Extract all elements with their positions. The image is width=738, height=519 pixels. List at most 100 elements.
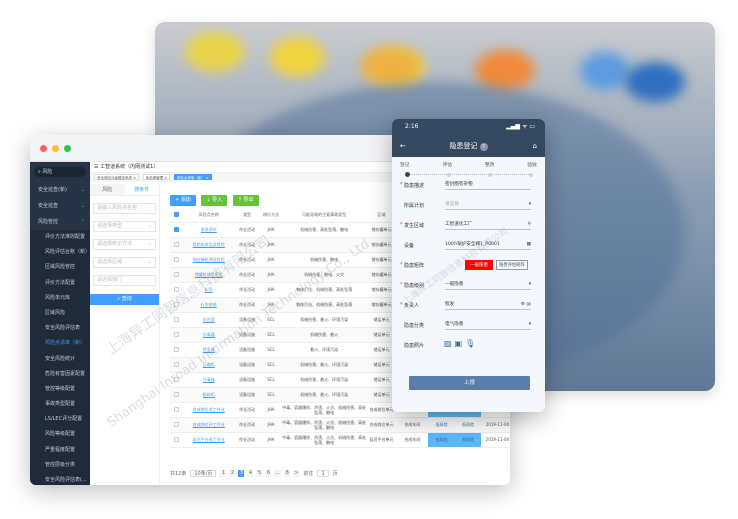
risk-point-link[interactable]: 延迟平台巡工作业	[183, 432, 234, 448]
field-action-icon[interactable]: ▾	[528, 322, 531, 327]
field-input[interactable]: 程发 ⚙ @	[445, 300, 531, 310]
risk-point-link[interactable]: 除尘器	[183, 342, 234, 358]
close-window-button[interactable]	[40, 145, 47, 152]
row-checkbox[interactable]	[170, 327, 184, 343]
field-input[interactable]: 工智道化工厂 ⚲	[445, 220, 531, 230]
field-action-icon[interactable]: ⚲	[527, 222, 531, 227]
field-input[interactable]: 请选择 ▾	[445, 200, 531, 210]
add-button[interactable]: + 添加	[170, 195, 196, 206]
export-button[interactable]: ⇡ 导出	[232, 195, 259, 206]
home-icon[interactable]: ⌂	[532, 142, 537, 150]
submit-button[interactable]: 上报	[409, 376, 530, 390]
sidebar-item[interactable]: 风险点清单（新）	[30, 336, 90, 352]
sidebar-item[interactable]: 事故类型配置	[30, 397, 90, 413]
sidebar-group-inspection[interactable]: 安全巡查 ⌄	[30, 198, 90, 214]
page-button[interactable]: 1	[220, 470, 227, 477]
tag-risk-system[interactable]: 安全风险分级管控系统 ×	[94, 174, 140, 180]
row-checkbox[interactable]	[170, 222, 184, 238]
minimize-window-button[interactable]	[52, 145, 59, 152]
risk-point-link[interactable]: 冷凝器	[183, 372, 234, 388]
field-input[interactable]: 电气隐患 ▾	[445, 320, 531, 330]
matrix-button[interactable]: 隐患评估矩阵	[496, 260, 528, 270]
row-checkbox[interactable]	[170, 432, 184, 448]
risk-point-link[interactable]: 危险化学品及危险	[183, 237, 234, 253]
page-button[interactable]: 8	[284, 470, 291, 477]
field-input[interactable]: 10t/h锅炉安全阀1_P0001 ▦	[445, 240, 531, 250]
sidebar-search-input[interactable]: ⌕ 风险	[34, 167, 86, 177]
page-button[interactable]: 3	[238, 470, 245, 477]
row-checkbox[interactable]	[170, 312, 184, 328]
sidebar-group-inspection-new[interactable]: 安全巡查(新) ⌄	[30, 182, 90, 198]
filter-tab-conditions[interactable]: 搜条件	[124, 184, 159, 195]
field-action-icon[interactable]: ▦	[526, 242, 531, 247]
sidebar-item[interactable]: 管控等级配置	[30, 381, 90, 398]
row-checkbox[interactable]	[170, 372, 184, 388]
risk-point-link[interactable]: 钢丝绳检测及危险	[183, 252, 234, 268]
department-select[interactable]: 请选择部门	[93, 275, 156, 286]
risk-point-link[interactable]: 行车检修	[183, 297, 234, 313]
row-checkbox[interactable]	[170, 417, 184, 433]
sidebar-item[interactable]: 评价方法配置	[30, 275, 90, 291]
microphone-icon[interactable]: 🎙	[465, 339, 479, 348]
sidebar-item[interactable]: 安全风险统计	[30, 351, 90, 367]
tag-hazard-source[interactable]: 危险源管理 ×	[142, 174, 171, 180]
risk-name-input[interactable]: 请输入风险点名称	[93, 203, 156, 214]
page-size-select[interactable]: 10条/页	[190, 470, 217, 477]
field-input[interactable]: 密封圈有杂物	[445, 180, 531, 190]
query-button[interactable]: ⌕ 查询	[90, 294, 159, 305]
sidebar-group-risk-control[interactable]: 风险管控 ⌃	[30, 214, 90, 230]
sidebar-item[interactable]: 危险有害因素配置	[30, 366, 90, 382]
row-checkbox[interactable]	[170, 282, 184, 298]
row-checkbox[interactable]	[170, 252, 184, 268]
filter-tab-risk[interactable]: 风险	[90, 184, 125, 195]
sidebar-item[interactable]: 区域风险管控	[30, 260, 90, 276]
type-select[interactable]: 请选择类型 ⌄	[93, 221, 156, 232]
risk-point-link[interactable]: 分离器	[183, 327, 234, 343]
risk-point-link[interactable]: 储罐检修及危险	[183, 267, 234, 283]
risk-point-link[interactable]: 起吊	[183, 282, 234, 298]
row-checkbox[interactable]	[170, 297, 184, 313]
field-action-icon[interactable]: ⚙ @	[520, 302, 531, 307]
back-arrow-icon[interactable]: ←	[400, 142, 406, 150]
risk-point-link[interactable]: 压缩机	[183, 357, 234, 373]
field-input[interactable]: 一般隐患 ▾	[445, 280, 531, 290]
sidebar-item[interactable]: 风险等级配置	[30, 427, 90, 443]
select-all-checkbox[interactable]	[170, 208, 184, 223]
sidebar-item[interactable]: 评价方法准则配置	[30, 230, 90, 246]
page-button[interactable]: 5	[256, 470, 263, 477]
risk-point-link[interactable]: 合成岗位开工作业	[183, 417, 234, 433]
import-button[interactable]: ⇣ 导入	[201, 195, 228, 206]
risk-point-link[interactable]: 合成岗位巡工作业	[183, 402, 234, 418]
sidebar-item[interactable]: 风险评估台账（新）	[30, 245, 90, 261]
sidebar-item[interactable]: 管控层级分类	[30, 457, 90, 473]
row-checkbox[interactable]	[170, 402, 184, 418]
row-checkbox[interactable]	[170, 237, 184, 253]
video-upload-icon[interactable]: ▣	[454, 339, 466, 348]
maximize-window-button[interactable]	[64, 145, 71, 152]
page-button[interactable]: ...	[274, 470, 282, 477]
field-action-icon[interactable]: ▾	[528, 282, 531, 287]
sidebar-item[interactable]: 安全风险评估表(...	[30, 473, 90, 485]
row-checkbox[interactable]	[170, 342, 184, 358]
page-button[interactable]: 4	[247, 470, 254, 477]
page-button[interactable]: >	[293, 470, 300, 477]
image-upload-icon[interactable]: ▨	[444, 339, 455, 348]
row-checkbox[interactable]	[170, 267, 184, 283]
sidebar-item[interactable]: LS/LEC评分配置	[30, 412, 90, 428]
sidebar-item[interactable]: 安全风险评估表	[30, 321, 90, 337]
field-action-icon[interactable]: ▾	[528, 202, 531, 207]
help-icon[interactable]: ?	[479, 143, 488, 151]
tag-risk-point-list[interactable]: 风险点清单（新） ×	[173, 174, 212, 180]
row-checkbox[interactable]	[170, 387, 184, 403]
page-button[interactable]: 2	[229, 470, 236, 477]
goto-page-input[interactable]: 1	[317, 470, 329, 477]
menu-icon[interactable]: ☰	[94, 164, 101, 170]
sidebar-item[interactable]: 严重程度配置	[30, 442, 90, 458]
page-button[interactable]: 6	[265, 470, 272, 477]
method-select[interactable]: 请选择辨识方法 ⌄	[93, 239, 156, 250]
sidebar-item[interactable]: 区域风险	[30, 305, 90, 322]
row-checkbox[interactable]	[170, 357, 184, 373]
sidebar-item[interactable]: 风险单元库	[30, 290, 90, 306]
risk-point-link[interactable]: 反应釜	[183, 312, 234, 328]
area-select[interactable]: 请选择区域 ⌄	[93, 257, 156, 268]
